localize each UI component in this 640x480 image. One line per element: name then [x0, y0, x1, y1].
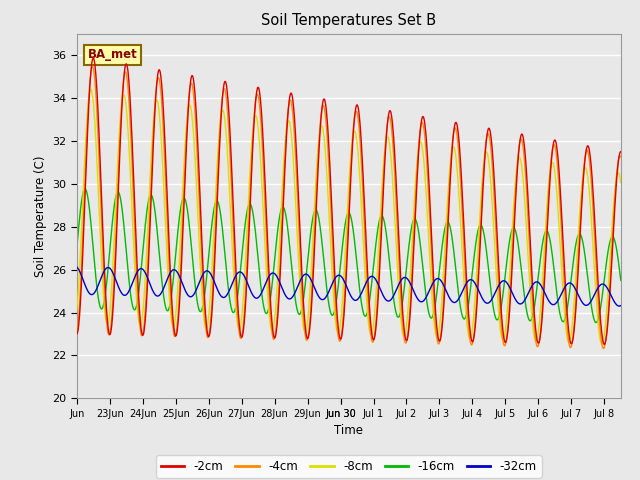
X-axis label: Time: Time: [334, 424, 364, 437]
Y-axis label: Soil Temperature (C): Soil Temperature (C): [33, 155, 47, 277]
Title: Soil Temperatures Set B: Soil Temperatures Set B: [261, 13, 436, 28]
Legend: -2cm, -4cm, -8cm, -16cm, -32cm: -2cm, -4cm, -8cm, -16cm, -32cm: [156, 456, 541, 478]
Text: BA_met: BA_met: [88, 48, 138, 61]
